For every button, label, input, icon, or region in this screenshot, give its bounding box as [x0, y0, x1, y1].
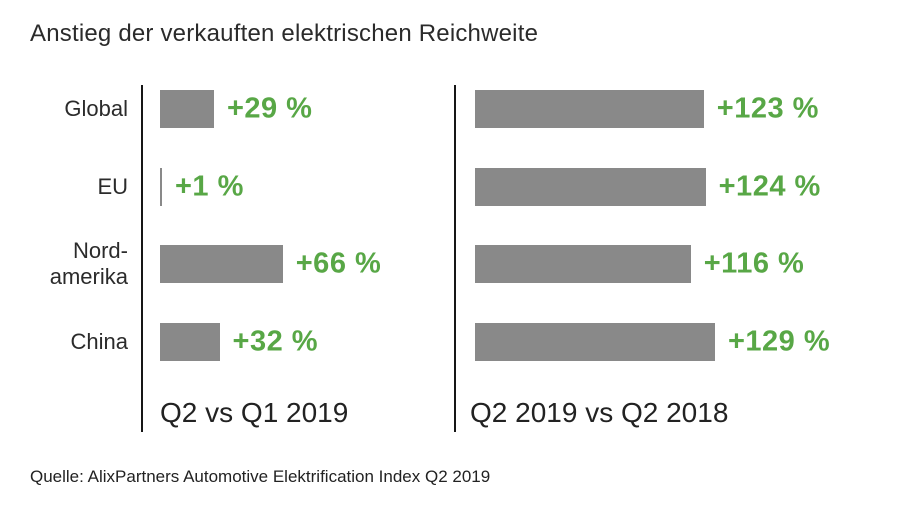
bar-eu-q2-vs-q1-2019	[160, 167, 162, 206]
period-caption-q2-vs-q1-2019: Q2 vs Q1 2019	[160, 397, 349, 428]
right-panel-axis-line	[454, 85, 456, 432]
value-label-eu-q2-vs-q1-2019: +1 %	[175, 170, 244, 202]
value-label-china-q2-2019-vs-q2-2018: +129 %	[727, 325, 831, 357]
bar-nord-amerika-q2-2019-vs-q2-2018	[475, 245, 691, 283]
bar-nord-amerika-q2-vs-q1-2019	[160, 245, 283, 283]
bar-china-q2-2019-vs-q2-2018	[475, 322, 715, 361]
category-label-eu: EU	[97, 173, 128, 199]
bar-global-q2-vs-q1-2019	[160, 90, 214, 128]
category-label-global: Global	[64, 96, 128, 121]
value-label-china-q2-vs-q1-2019: +32 %	[232, 325, 319, 357]
value-label-nord-amerika-q2-2019-vs-q2-2018: +116 %	[703, 247, 805, 280]
bar-global-q2-2019-vs-q2-2018	[475, 90, 704, 128]
period-caption-q2-2019-vs-q2-2018: Q2 2019 vs Q2 2018	[470, 397, 729, 428]
source-note: Quelle: AlixPartners Automotive Elektrif…	[30, 467, 491, 486]
bar-china-q2-vs-q1-2019	[160, 322, 220, 361]
bar-eu-q2-2019-vs-q2-2018	[475, 167, 706, 206]
value-label-global-q2-2019-vs-q2-2018: +123 %	[716, 92, 819, 125]
chart-title: Anstieg der verkauften elektrischen Reic…	[30, 20, 539, 47]
category-label-china: China	[70, 328, 128, 354]
value-label-eu-q2-2019-vs-q2-2018: +124 %	[718, 170, 821, 202]
value-label-nord-amerika-q2-vs-q1-2019: +66 %	[295, 247, 382, 280]
value-label-global-q2-vs-q1-2019: +29 %	[226, 92, 313, 125]
category-label-nord-amerika: Nord-amerika	[49, 238, 128, 289]
left-panel-axis-line	[141, 85, 143, 432]
